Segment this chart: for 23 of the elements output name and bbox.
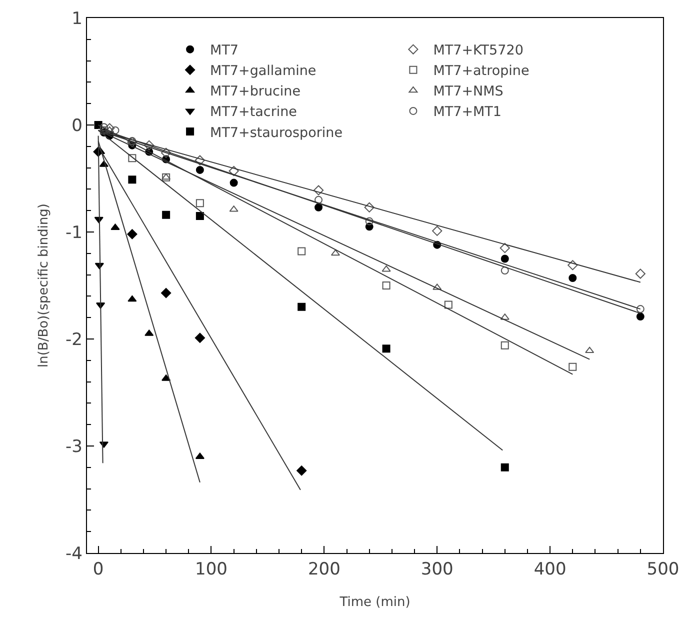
legend-label: MT7+KT5720 [433, 42, 524, 59]
y-tick-label: -4 [65, 544, 82, 564]
x-tick-label: 300 [420, 560, 454, 580]
x-tick-label: 400 [534, 560, 566, 580]
y-tick-label: -3 [65, 436, 82, 457]
x-tick-label: 500 [646, 560, 680, 580]
y-axis-title: ln(B/Bo)(specific binding) [36, 203, 52, 368]
legend-label: MT7+atropine [433, 63, 530, 80]
x-tick-label: 0 [92, 560, 104, 580]
y-tick-label: -1 [65, 222, 82, 243]
x-axis-title: Time (min) [338, 595, 410, 610]
x-tick-label: 200 [308, 560, 340, 580]
legend-label: MT7+staurosporine [210, 124, 343, 141]
legend-label: MT7+gallamine [210, 63, 316, 80]
y-tick-label: 1 [72, 8, 82, 29]
legend-label: MT7+brucine [210, 84, 301, 100]
legend-label: MT7+NMS [433, 84, 504, 100]
x-tick-label: 100 [195, 560, 228, 580]
legend-label: MT7 [210, 42, 239, 59]
y-tick-label: 0 [72, 116, 82, 136]
legend-label: MT7+tacrine [210, 104, 297, 120]
y-tick-label: -2 [65, 330, 82, 350]
legend-label: MT7+MT1 [433, 104, 502, 120]
